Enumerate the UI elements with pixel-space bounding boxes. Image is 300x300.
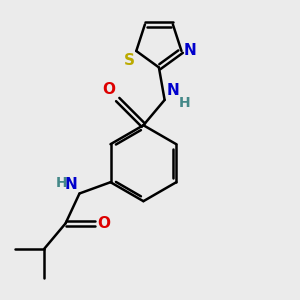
Text: N: N <box>65 177 78 192</box>
Text: N: N <box>166 83 179 98</box>
Text: O: O <box>102 82 115 97</box>
Text: N: N <box>183 44 196 59</box>
Text: O: O <box>97 216 110 231</box>
Text: H: H <box>178 96 190 110</box>
Text: S: S <box>124 52 135 68</box>
Text: H: H <box>55 176 67 190</box>
